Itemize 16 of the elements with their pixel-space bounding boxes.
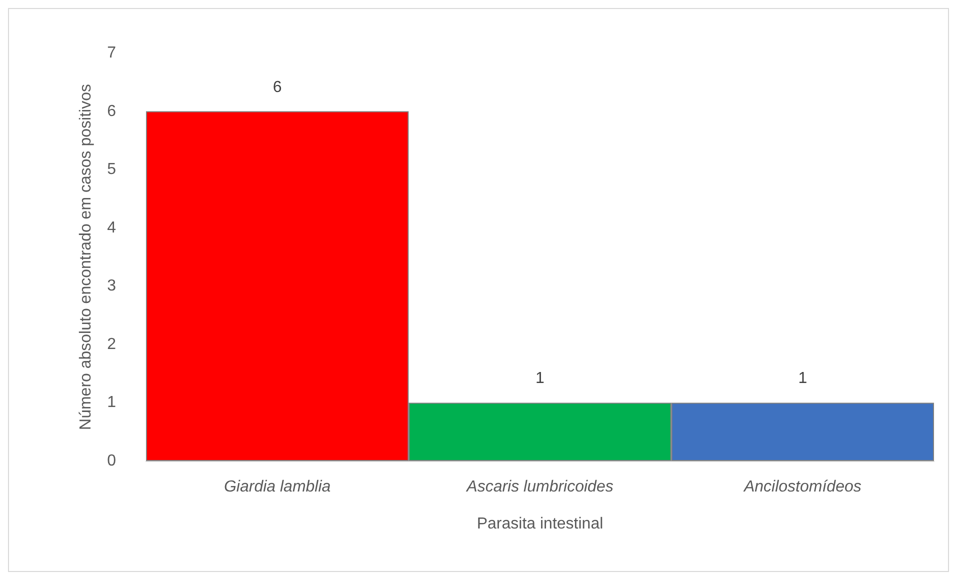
y-tick-label: 4 [107,219,116,236]
x-axis-title: Parasita intestinal [476,516,604,532]
y-tick-label: 7 [107,44,116,62]
y-tick-label: 3 [107,278,116,295]
data-label: 1 [798,370,808,388]
y-tick-label: 1 [107,394,116,412]
x-tick-label: Ancilostomídeos [742,478,862,496]
y-axis-title: Número absoluto encontrado em casos positivos [78,84,95,430]
data-label: 1 [536,370,545,388]
y-tick-label: 0 [107,452,116,470]
data-label: 6 [272,78,282,96]
y-tick-label: 5 [107,161,116,178]
x-tick-label: Giardia lamblia [224,478,331,496]
y-tick-label: 2 [107,336,116,353]
x-tick-label: Ascaris lumbricoides [466,478,614,496]
y-tick-label: 6 [107,102,116,120]
